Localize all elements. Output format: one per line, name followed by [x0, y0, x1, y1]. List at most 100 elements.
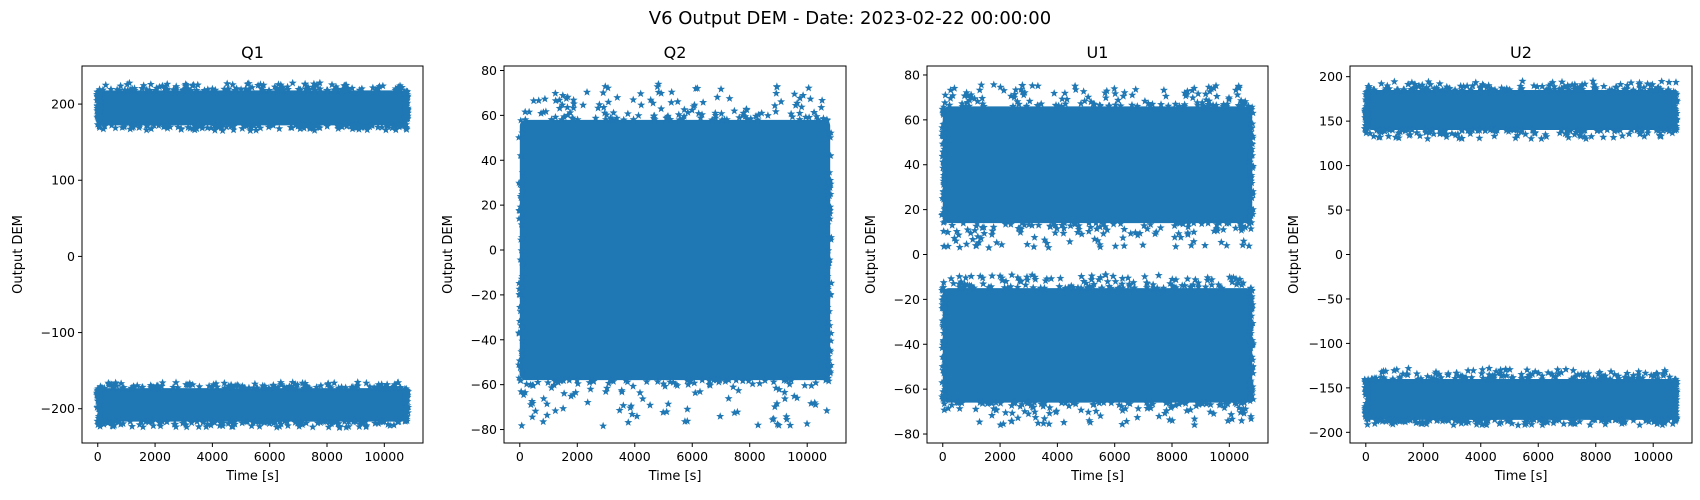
- axes-frame: [81, 65, 424, 444]
- data-band-2: [942, 288, 1253, 403]
- y-tick-label: −200: [1309, 425, 1343, 440]
- x-tick-label: 8000: [1156, 449, 1188, 464]
- subplot-u1: 0 2000 4000 6000 8000 10000 −80 −60 −40 −20 0 20 40 6…: [864, 43, 1269, 484]
- band-edge-points: [93, 378, 413, 432]
- y-axis-ticks: −80 −60 −40 −20 0 20 40 60 80: [471, 63, 504, 437]
- x-tick-label: 8000: [311, 449, 343, 464]
- x-tick-label: 8000: [734, 449, 766, 464]
- y-tick-label: 60: [904, 112, 920, 127]
- y-tick-label: −50: [1317, 291, 1343, 306]
- band-edge-points: [938, 80, 1257, 252]
- data-band-1: [97, 90, 408, 126]
- x-tick-label: 0: [939, 449, 947, 464]
- x-tick-label: 6000: [254, 449, 286, 464]
- y-tick-label: 40: [481, 153, 497, 168]
- subplots: 0 2000 4000 6000 8000 10000−200−1000100200Q1T…: [11, 43, 1693, 484]
- x-axis-ticks: 0 2000 4000 6000 8000 10000: [939, 443, 1249, 464]
- y-tick-label: −60: [894, 382, 920, 397]
- figure-title: V6 Output DEM - Date: 2023-02-22 00:00:0…: [649, 8, 1051, 29]
- x-axis-label: Time [s]: [1070, 469, 1124, 484]
- x-tick-label: 10000: [787, 449, 827, 464]
- y-tick-label: 20: [904, 202, 920, 217]
- y-tick-label: 80: [481, 63, 497, 78]
- x-tick-label: 10000: [1633, 449, 1673, 464]
- y-tick-label: −40: [471, 332, 497, 347]
- x-tick-label: 0: [94, 449, 102, 464]
- y-tick-label: 150: [1319, 114, 1343, 129]
- band-edge-points: [1361, 364, 1681, 429]
- scatter-series: [515, 80, 835, 430]
- x-tick-label: 0: [516, 449, 524, 464]
- y-tick-label: 60: [481, 108, 497, 123]
- y-tick-label: 0: [489, 243, 497, 258]
- scatter-series: [93, 78, 413, 432]
- x-tick-label: 2000: [984, 449, 1016, 464]
- x-tick-label: 6000: [1099, 449, 1131, 464]
- axes-frame: [503, 65, 847, 444]
- y-tick-label: 0: [912, 247, 920, 262]
- x-tick-label: 4000: [619, 449, 651, 464]
- y-tick-label: −150: [1309, 380, 1343, 395]
- y-tick-label: −80: [471, 422, 497, 437]
- subplot-title: U2: [1510, 43, 1532, 62]
- y-axis-ticks: −80 −60 −40 −20 0 20 40 60 80: [894, 67, 927, 442]
- y-tick-label: 0: [1335, 247, 1343, 262]
- x-tick-label: 4000: [196, 449, 228, 464]
- y-tick-label: 50: [1327, 203, 1343, 218]
- y-tick-label: 20: [481, 198, 497, 213]
- y-tick-label: −20: [894, 292, 920, 307]
- y-tick-label: 200: [51, 97, 75, 112]
- y-axis-label: Output DEM: [11, 215, 26, 294]
- y-tick-label: −80: [894, 427, 920, 442]
- y-tick-label: −20: [471, 287, 497, 302]
- y-tick-label: 0: [67, 249, 75, 264]
- y-tick-label: −40: [894, 337, 920, 352]
- y-tick-label: 100: [1319, 158, 1343, 173]
- band-edge-points: [1361, 76, 1681, 143]
- y-tick-label: 80: [904, 67, 920, 82]
- x-tick-label: 4000: [1041, 449, 1073, 464]
- x-axis-label: Time [s]: [225, 469, 279, 484]
- y-tick-label: 200: [1319, 69, 1343, 84]
- x-axis-label: Time [s]: [648, 469, 702, 484]
- subplot-u2: 0 2000 4000 6000 8000 10000 −200 −150 −100 −50 0 50…: [1287, 43, 1693, 484]
- subplot-title: Q1: [241, 43, 264, 62]
- x-axis-ticks: 0 2000 4000 6000 8000 10000: [1362, 443, 1673, 464]
- x-tick-label: 10000: [364, 449, 404, 464]
- x-tick-label: 0: [1362, 449, 1370, 464]
- y-tick-label: 40: [904, 157, 920, 172]
- data-band-1: [519, 119, 831, 381]
- data-band-1: [942, 106, 1253, 224]
- y-axis-label: Output DEM: [441, 215, 456, 294]
- x-tick-label: 6000: [676, 449, 708, 464]
- subplot-title: Q2: [664, 43, 687, 62]
- y-axis-label: Output DEM: [1287, 215, 1302, 294]
- data-band-2: [97, 388, 408, 422]
- x-tick-label: 2000: [139, 449, 171, 464]
- y-tick-label: 100: [51, 173, 75, 188]
- data-band-1: [1365, 90, 1677, 131]
- x-tick-label: 6000: [1522, 449, 1554, 464]
- subplot-q1: 0 2000 4000 6000 8000 10000 −200 −100 0 100 200 Q1 T…: [11, 43, 424, 484]
- y-axis-ticks: −200 −100 0 100 200: [41, 97, 82, 416]
- y-tick-label: −100: [41, 325, 75, 340]
- data-band-2: [1365, 378, 1677, 420]
- band-edge-points: [938, 270, 1257, 429]
- x-axis-ticks: 0 2000 4000 6000 8000 10000: [516, 443, 827, 464]
- x-axis-ticks: 0 2000 4000 6000 8000 10000: [94, 443, 404, 464]
- x-tick-label: 4000: [1465, 449, 1497, 464]
- x-tick-label: 2000: [1407, 449, 1439, 464]
- x-axis-label: Time [s]: [1494, 469, 1548, 484]
- y-tick-label: −200: [41, 401, 75, 416]
- subplot-title: U1: [1087, 43, 1109, 62]
- band-edge-points: [93, 78, 412, 135]
- scatter-series: [1361, 76, 1681, 429]
- y-axis-label: Output DEM: [864, 215, 879, 294]
- y-tick-label: −60: [471, 377, 497, 392]
- x-tick-label: 8000: [1580, 449, 1612, 464]
- subplot-q2: 0 2000 4000 6000 8000 10000 −80 −60 −40 −20 0 20 40 6…: [441, 43, 847, 484]
- x-tick-label: 2000: [561, 449, 593, 464]
- scatter-series: [938, 80, 1257, 429]
- y-tick-label: −100: [1309, 336, 1343, 351]
